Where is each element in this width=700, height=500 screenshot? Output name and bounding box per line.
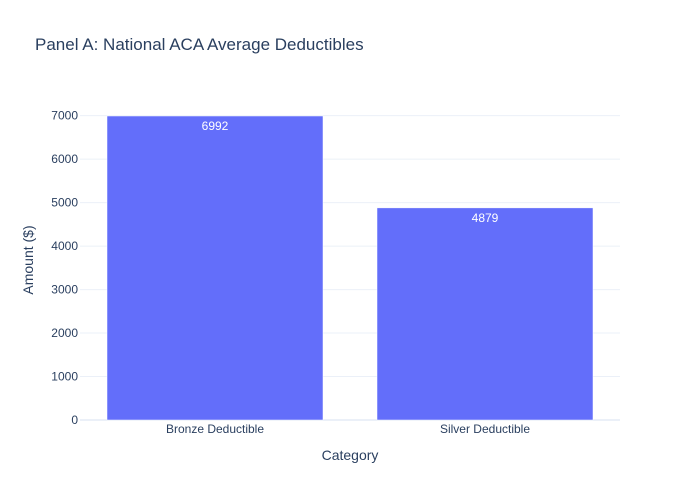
y-tick-label: 2000: [51, 326, 78, 340]
bar-bronze-deductible[interactable]: [106, 115, 324, 421]
y-axis-ticks: 0 1000 2000 3000 4000 5000 6000 7000: [51, 109, 78, 427]
chart-title: Panel A: National ACA Average Deductible…: [35, 35, 364, 54]
x-tick-label: Bronze Deductible: [166, 422, 264, 436]
data-label: 6992: [202, 119, 229, 133]
y-axis-title: Amount ($): [20, 225, 36, 294]
y-tick-label: 3000: [51, 283, 78, 297]
x-tick-label: Silver Deductible: [440, 422, 530, 436]
x-axis-ticks: Bronze Deductible Silver Deductible: [166, 422, 530, 436]
bars: [106, 115, 594, 421]
bar-silver-deductible[interactable]: [376, 207, 594, 421]
data-labels: 6992 4879: [202, 119, 499, 225]
x-axis-title: Category: [322, 447, 379, 463]
y-tick-label: 0: [71, 413, 78, 427]
y-tick-label: 4000: [51, 239, 78, 253]
y-tick-label: 5000: [51, 196, 78, 210]
y-tick-label: 1000: [51, 370, 78, 384]
y-tick-label: 6000: [51, 152, 78, 166]
data-label: 4879: [472, 211, 499, 225]
y-tick-label: 7000: [51, 109, 78, 123]
